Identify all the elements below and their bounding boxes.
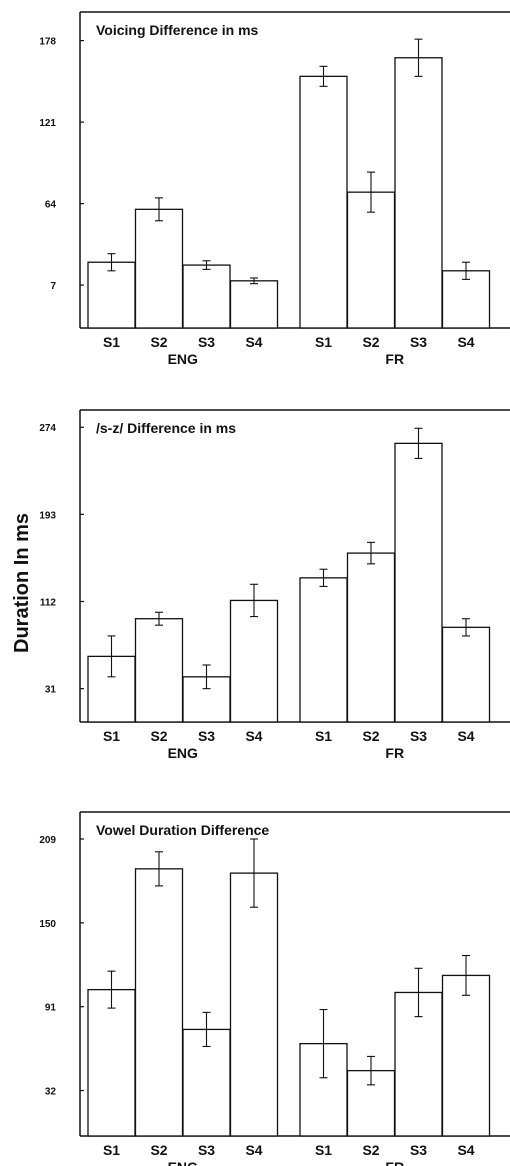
panel-title: Voicing Difference in ms — [96, 22, 259, 38]
y-tick-label: 32 — [45, 1087, 57, 1098]
panel-title: Vowel Duration Difference — [96, 822, 269, 838]
category-label: S2 — [362, 728, 379, 744]
bar — [229, 599, 279, 723]
bar — [134, 208, 184, 329]
panel-3: Vowel Duration Difference 32 91 150 209 S1 S2 S… — [39, 811, 510, 1166]
y-tick-label: 209 — [39, 835, 56, 846]
panel-title: /s-z/ Difference in ms — [96, 420, 236, 436]
y-tick-label: 112 — [40, 598, 57, 609]
y-tick-label: 121 — [39, 118, 56, 129]
y-tick-label: 274 — [39, 423, 56, 434]
bar — [182, 264, 231, 329]
category-label: S3 — [410, 1142, 427, 1158]
y-tick-label: 91 — [45, 1003, 57, 1014]
category-label: S2 — [150, 334, 167, 350]
category-label: S1 — [315, 728, 332, 744]
bar — [299, 75, 348, 329]
category-label: S4 — [245, 334, 262, 350]
category-label: S3 — [198, 728, 215, 744]
bar — [394, 442, 443, 723]
category-label: S3 — [198, 1142, 215, 1158]
group-label: ENG — [168, 1159, 198, 1166]
category-label: S2 — [362, 334, 379, 350]
category-label: S3 — [410, 334, 427, 350]
category-label: S1 — [103, 334, 120, 350]
group-label: FR — [385, 351, 404, 367]
y-tick-label: 193 — [39, 510, 56, 521]
group-label: FR — [385, 1159, 404, 1166]
category-label: S2 — [362, 1142, 379, 1158]
category-label: S1 — [103, 728, 120, 744]
bar — [346, 552, 396, 723]
panel-1: Voicing Difference in ms 7 64 121 178 S1 S2 S3 S… — [39, 11, 510, 367]
category-label: S4 — [457, 1142, 474, 1158]
bar — [87, 261, 136, 329]
bar — [299, 577, 348, 723]
bar — [346, 191, 396, 329]
bar — [441, 270, 491, 329]
group-label: ENG — [168, 745, 198, 761]
bar — [182, 1028, 231, 1137]
category-label: S2 — [150, 1142, 167, 1158]
panels: Voicing Difference in ms 7 64 121 178 S1 S2 S3 S… — [39, 11, 510, 1166]
group-label: FR — [385, 745, 404, 761]
y-axis-title: Duration In ms — [11, 513, 33, 653]
category-label: S1 — [103, 1142, 120, 1158]
category-label: S4 — [245, 728, 262, 744]
category-label: S2 — [150, 728, 167, 744]
category-label: S3 — [410, 728, 427, 744]
bar — [441, 974, 491, 1137]
category-label: S4 — [245, 1142, 262, 1158]
y-tick-label: 7 — [50, 281, 56, 292]
category-label: S1 — [315, 1142, 332, 1158]
bar — [441, 626, 491, 723]
y-tick-label: 64 — [45, 200, 57, 211]
bar — [134, 618, 184, 723]
category-label: S1 — [315, 334, 332, 350]
bar — [229, 872, 279, 1137]
y-tick-label: 178 — [39, 37, 56, 48]
bar — [394, 57, 443, 329]
category-label: S4 — [457, 334, 474, 350]
y-tick-label: 150 — [39, 919, 56, 930]
bar — [229, 280, 279, 329]
y-tick-label: 31 — [45, 685, 57, 696]
bar — [87, 988, 136, 1137]
group-label: ENG — [168, 351, 198, 367]
category-label: S4 — [457, 728, 474, 744]
bar — [134, 868, 184, 1137]
panel-2: /s-z/ Difference in ms 31 112 193 274 S1 S2 S3 S… — [39, 409, 510, 761]
category-label: S3 — [198, 334, 215, 350]
